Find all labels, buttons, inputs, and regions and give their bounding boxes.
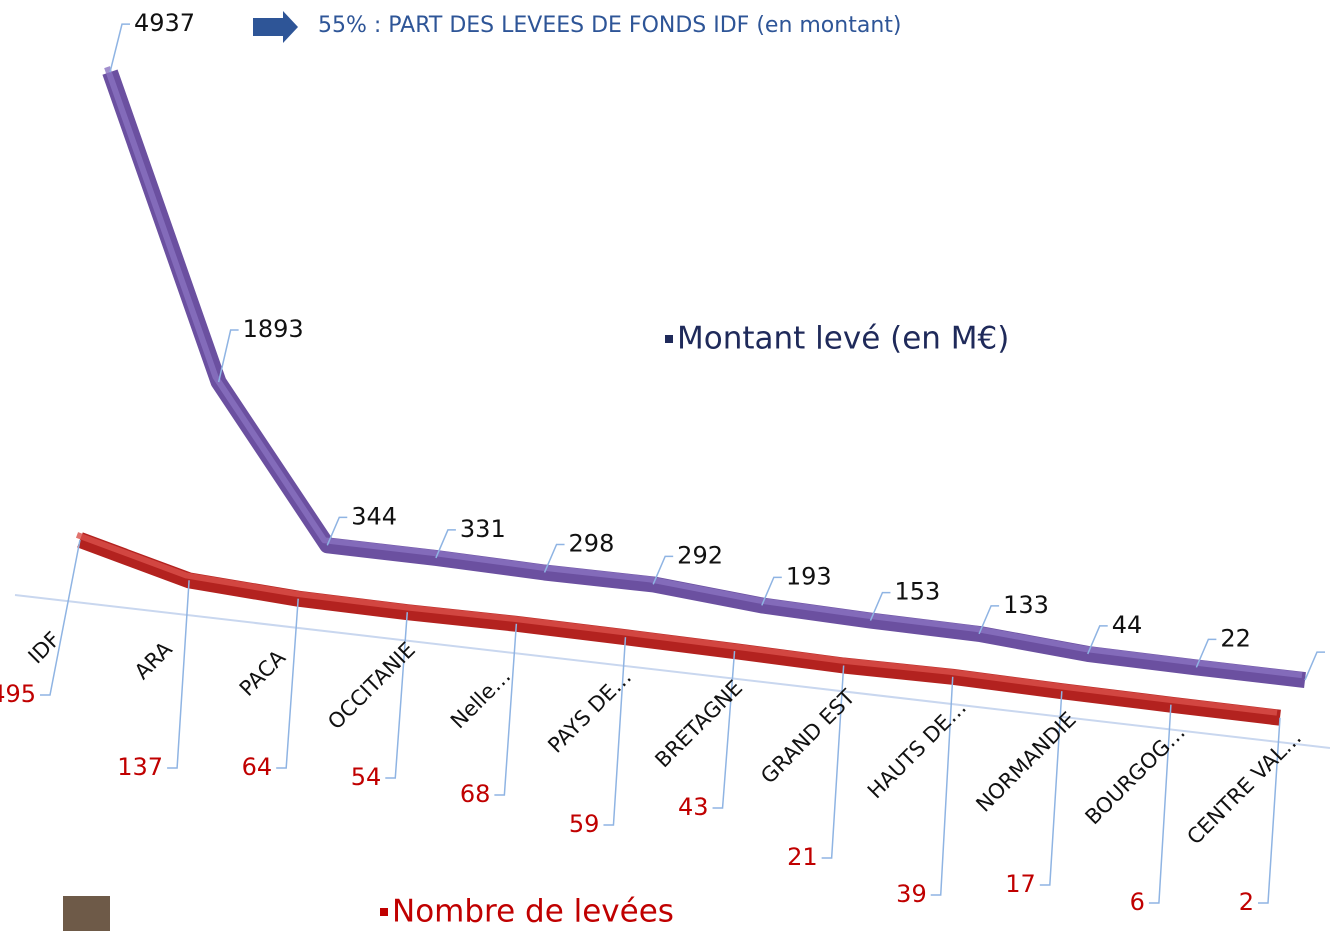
annotation: 55% : PART DES LEVEES DE FONDS IDF (en m… — [318, 13, 901, 38]
category-label: BOURGOG… — [1081, 720, 1190, 829]
data-label: 344 — [351, 502, 397, 530]
data-label: 43 — [678, 793, 709, 821]
data-label: 64 — [242, 753, 273, 781]
leader-line — [869, 591, 891, 621]
leader-line — [543, 543, 565, 573]
leader-line — [217, 329, 239, 383]
legend-marker — [665, 335, 673, 343]
category-label: HAUTS DE… — [863, 695, 971, 803]
legend-marker — [380, 908, 388, 916]
leader-line — [276, 598, 299, 769]
category-label: IDF — [24, 627, 65, 668]
data-label: 22 — [1220, 624, 1251, 652]
data-label: 17 — [1005, 870, 1036, 898]
leader-line — [603, 637, 627, 826]
leader-line — [930, 676, 954, 896]
leader-line — [1304, 651, 1325, 681]
leader-line — [1148, 704, 1172, 904]
data-label: 44 — [1112, 611, 1143, 639]
data-label: 21 — [787, 843, 818, 871]
data-label: 133 — [1003, 591, 1049, 619]
category-label: PACA — [235, 645, 291, 701]
category-label: NORMANDIE — [971, 707, 1080, 816]
data-label: 331 — [460, 515, 506, 543]
category-label: CENTRE VAL… — [1182, 725, 1306, 849]
data-label: 54 — [351, 763, 382, 791]
leader-line — [652, 555, 674, 585]
leader-line — [109, 23, 130, 73]
leader-line — [326, 516, 348, 546]
data-label: 59 — [569, 810, 600, 838]
line-ribbon — [77, 532, 1281, 726]
leader-line — [1258, 717, 1281, 904]
leader-line — [761, 576, 782, 606]
leader-line — [385, 612, 409, 779]
ribbon-highlight — [75, 532, 1278, 716]
data-label: 153 — [894, 578, 940, 606]
arrow-icon — [253, 11, 298, 43]
leader-line — [40, 539, 81, 696]
legend-label: Nombre de levées — [392, 894, 674, 930]
leader-line — [1087, 625, 1108, 655]
ribbon-highlight — [104, 66, 1303, 679]
leader-line — [435, 529, 456, 559]
category-label: ARA — [130, 637, 177, 684]
leader-line — [167, 580, 190, 769]
legend-label: Montant levé (en M€) — [677, 321, 1009, 357]
leader-line — [494, 623, 518, 796]
category-label: BRETAGNE — [651, 676, 748, 773]
data-label: 39 — [896, 880, 927, 908]
leader-line — [821, 665, 845, 859]
data-label: 298 — [569, 529, 615, 557]
leader-line — [978, 605, 1000, 635]
data-label: 2 — [1239, 888, 1254, 916]
corner-block — [63, 896, 110, 931]
leader-line — [1039, 691, 1063, 886]
data-label: 292 — [677, 541, 723, 569]
data-label: 137 — [117, 753, 163, 781]
category-label: OCCITANIE — [323, 637, 420, 734]
data-label: 6 — [1130, 888, 1145, 916]
category-label: GRAND EST — [756, 685, 860, 789]
data-label: 495 — [0, 680, 36, 708]
category-label: PAYS DE… — [543, 665, 636, 758]
data-label: 193 — [786, 562, 832, 590]
category-label: Nelle… — [446, 664, 515, 733]
leader-line — [712, 651, 736, 809]
data-label: 68 — [460, 780, 491, 808]
floor-line — [14, 594, 1330, 749]
data-label: 4937 — [134, 9, 195, 37]
leader-line — [1195, 638, 1217, 668]
data-label: 1893 — [243, 315, 304, 343]
